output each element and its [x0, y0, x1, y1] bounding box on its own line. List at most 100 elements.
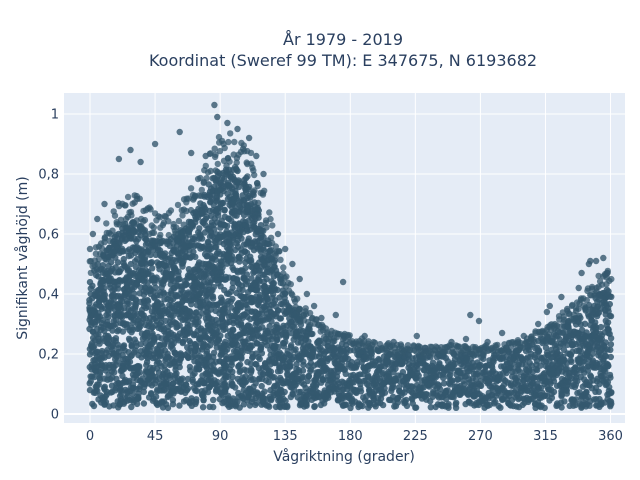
data-point: [228, 361, 235, 369]
data-point: [484, 338, 491, 346]
data-point: [592, 257, 600, 265]
y-tick-label: 1: [51, 108, 59, 123]
data-point: [229, 295, 236, 303]
data-point: [221, 207, 228, 214]
data-point: [173, 370, 180, 377]
data-point: [182, 253, 189, 261]
data-point: [453, 399, 460, 406]
data-point: [199, 404, 207, 411]
data-point: [196, 290, 203, 297]
data-point: [235, 151, 242, 158]
y-tick-label: 0,6: [38, 228, 59, 243]
data-point: [210, 403, 217, 411]
x-axis-ticks: 0 45 90 135 180 225 270 315 360: [86, 429, 623, 444]
data-point: [103, 220, 110, 227]
data-point: [558, 293, 565, 301]
data-point: [176, 363, 183, 371]
data-point: [127, 146, 134, 154]
y-axis-ticks: 00,20,40,60,81: [38, 108, 59, 423]
data-point: [257, 343, 265, 351]
data-point: [413, 332, 420, 340]
data-point: [116, 392, 124, 400]
data-point: [203, 175, 210, 182]
data-point: [414, 365, 421, 372]
data-point: [462, 335, 470, 343]
data-point: [282, 245, 289, 253]
data-point: [127, 353, 134, 360]
data-point: [202, 152, 209, 160]
data-point: [179, 375, 186, 382]
data-point: [307, 367, 314, 375]
data-point: [535, 347, 543, 354]
data-point: [221, 144, 228, 152]
data-point: [203, 273, 210, 281]
data-point: [207, 167, 214, 175]
data-point: [118, 298, 126, 305]
data-point: [261, 388, 268, 395]
data-point: [210, 396, 217, 404]
data-point: [211, 145, 218, 152]
data-point: [210, 349, 218, 356]
data-point: [381, 389, 389, 396]
data-point: [115, 345, 122, 352]
data-point: [267, 215, 274, 223]
data-point: [333, 373, 341, 380]
data-point: [361, 332, 368, 340]
x-tick-label: 315: [533, 429, 558, 444]
x-tick-label: 45: [147, 429, 164, 444]
data-point: [212, 151, 219, 158]
data-point: [221, 175, 228, 182]
data-point: [581, 320, 589, 327]
data-point: [604, 269, 611, 277]
data-point: [175, 268, 182, 275]
data-point: [186, 322, 194, 329]
data-point: [379, 401, 387, 409]
data-point: [141, 216, 149, 224]
x-tick-label: 135: [273, 429, 298, 444]
data-point: [185, 266, 193, 273]
data-point: [218, 316, 225, 323]
data-point: [127, 208, 135, 216]
data-point: [136, 195, 143, 202]
data-point: [133, 400, 141, 408]
data-point: [296, 275, 303, 283]
data-point: [131, 305, 139, 312]
data-point: [164, 404, 172, 412]
data-point: [114, 358, 121, 365]
data-point: [607, 374, 614, 381]
data-point: [137, 158, 144, 166]
data-point: [224, 119, 231, 127]
data-point: [274, 230, 282, 238]
data-point: [238, 235, 245, 242]
data-point: [152, 284, 159, 291]
data-point: [124, 193, 132, 201]
data-point: [232, 384, 239, 391]
data-point: [607, 341, 615, 348]
data-point: [543, 308, 551, 316]
data-point: [150, 229, 158, 236]
data-point: [108, 259, 115, 266]
data-point: [287, 363, 294, 370]
data-point: [189, 376, 196, 383]
data-point: [607, 403, 614, 410]
x-tick-label: 270: [468, 429, 493, 444]
data-point: [253, 152, 260, 160]
data-point: [207, 150, 214, 157]
data-point: [161, 362, 168, 369]
data-point: [592, 319, 599, 326]
data-point: [255, 199, 262, 207]
data-point: [277, 256, 284, 263]
data-point: [229, 284, 236, 292]
data-point: [187, 185, 195, 192]
data-point: [144, 329, 151, 336]
data-point: [568, 358, 575, 365]
data-point: [191, 236, 198, 243]
data-point: [606, 293, 614, 300]
data-point: [132, 347, 139, 354]
data-point: [346, 332, 353, 339]
data-point: [96, 371, 104, 378]
data-point: [402, 396, 410, 404]
data-point: [234, 125, 241, 133]
data-point: [233, 240, 240, 247]
data-point: [607, 313, 615, 320]
